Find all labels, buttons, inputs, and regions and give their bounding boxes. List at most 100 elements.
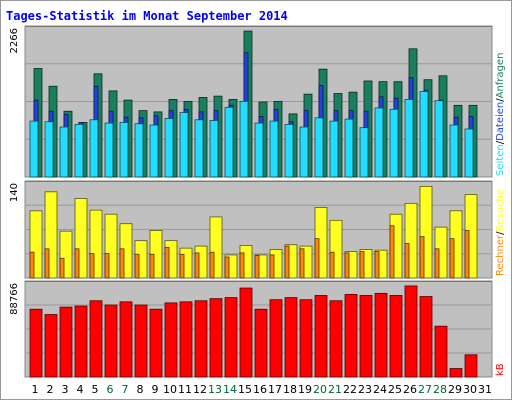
- visits-bar-rechner: [464, 230, 470, 279]
- hits-bar-seiten: [44, 121, 54, 178]
- hits-bar-seiten: [224, 106, 234, 178]
- visits-bar-rechner: [419, 236, 425, 279]
- visits-bar-rechner: [239, 252, 245, 279]
- day-label: 23: [358, 383, 372, 396]
- visits-bar-rechner: [434, 248, 440, 279]
- volume-bar-kb: [254, 308, 268, 378]
- day-label: 10: [163, 383, 177, 396]
- day-label: 3: [62, 383, 69, 396]
- day-label: 30: [463, 383, 477, 396]
- visits-bar-rechner: [209, 251, 215, 279]
- volume-bar-kb: [404, 285, 418, 378]
- volume-bar-kb: [269, 299, 283, 378]
- volume-bar-kb: [209, 298, 223, 378]
- hits-legend: Seiten/Dateien/Anfragen: [495, 53, 506, 176]
- volume-bar-kb: [374, 292, 388, 378]
- day-label: 5: [92, 383, 99, 396]
- visits-bar-rechner: [269, 254, 275, 279]
- volume-bar-kb: [29, 308, 43, 378]
- volume-bar-kb: [314, 295, 328, 378]
- day-label: 26: [403, 383, 417, 396]
- hits-bar-seiten: [269, 120, 279, 178]
- visits-legend: Rechner/Besuche: [495, 189, 506, 276]
- visits-bar-rechner: [119, 248, 125, 279]
- legend-seiten: Seiten: [495, 144, 506, 176]
- visits-bar-rechner: [374, 251, 380, 279]
- day-label: 14: [223, 383, 237, 396]
- volume-bar-kb: [434, 325, 448, 378]
- hits-bar-seiten: [344, 118, 354, 178]
- volume-bar-kb: [194, 300, 208, 378]
- hits-bar-seiten: [89, 119, 99, 178]
- volume-bar-kb: [299, 299, 313, 378]
- hits-bar-seiten: [104, 122, 114, 178]
- volume-bar-kb: [164, 302, 178, 378]
- visits-bar-rechner: [164, 247, 170, 279]
- volume-ymax-label: 88766: [9, 283, 20, 315]
- day-label: 21: [328, 383, 342, 396]
- hits-bar-seiten: [179, 112, 189, 178]
- hits-bar-seiten: [464, 128, 474, 178]
- volume-bars: [29, 285, 478, 378]
- day-label: 2: [47, 383, 54, 396]
- day-label: 19: [298, 383, 312, 396]
- volume-bar-kb: [359, 295, 373, 378]
- hits-bar-seiten: [194, 119, 204, 178]
- hits-bar-seiten: [239, 100, 249, 178]
- day-label: 16: [253, 383, 267, 396]
- volume-bar-kb: [59, 306, 73, 378]
- hits-bar-seiten: [449, 124, 459, 178]
- hits-bar-seiten: [149, 124, 159, 178]
- visits-bar-rechner: [224, 256, 230, 279]
- day-label: 24: [373, 383, 387, 396]
- volume-legend: kB: [495, 363, 506, 376]
- day-label: 11: [178, 383, 192, 396]
- day-label: 31: [478, 383, 492, 396]
- hits-bar-seiten: [404, 99, 414, 178]
- hits-bar-seiten: [209, 120, 219, 178]
- day-label: 28: [433, 383, 447, 396]
- legend-rechner: Rechner: [495, 234, 506, 276]
- day-label: 8: [137, 383, 144, 396]
- volume-bar-kb: [239, 287, 253, 378]
- visits-bar-rechner: [134, 253, 140, 279]
- visits-bars: [29, 185, 478, 279]
- hits-bar-seiten: [389, 108, 399, 178]
- legend-besuche: Besuche: [495, 189, 506, 232]
- volume-bar-kb: [134, 304, 148, 378]
- visits-bar-rechner: [344, 252, 350, 279]
- day-label: 17: [268, 383, 282, 396]
- day-label: 7: [122, 383, 129, 396]
- hits-bar-seiten: [164, 118, 174, 178]
- day-label: 13: [208, 383, 222, 396]
- visits-bar-rechner: [74, 248, 80, 279]
- hits-bar-seiten: [359, 127, 369, 178]
- visits-bar-rechner: [104, 253, 110, 279]
- volume-bar-kb: [179, 301, 193, 378]
- visits-bar-rechner: [59, 257, 65, 279]
- volume-bar-kb: [284, 297, 298, 378]
- visits-bar-rechner: [389, 225, 395, 279]
- volume-bar-kb: [449, 368, 463, 378]
- volume-bar-kb: [74, 305, 88, 378]
- hits-bar-seiten: [374, 107, 384, 178]
- day-label: 18: [283, 383, 297, 396]
- volume-bar-kb: [89, 300, 103, 378]
- day-label: 12: [193, 383, 207, 396]
- day-label: 15: [238, 383, 252, 396]
- visits-bar-rechner: [359, 251, 365, 279]
- volume-bar-kb: [419, 296, 433, 378]
- legend-anfragen: Anfragen: [495, 53, 506, 99]
- day-label: 9: [152, 383, 159, 396]
- hits-bars: [29, 30, 478, 178]
- hits-bar-seiten: [299, 126, 309, 178]
- hits-bar-seiten: [254, 122, 264, 178]
- legend-separator: /: [495, 140, 506, 144]
- hits-ymax-label: 2266: [9, 28, 20, 53]
- hits-bar-seiten: [29, 120, 39, 178]
- hits-bar-seiten: [119, 122, 129, 178]
- legend-separator: /: [495, 98, 506, 102]
- visits-bar-rechner: [179, 253, 185, 279]
- visits-bar-rechner: [254, 255, 260, 279]
